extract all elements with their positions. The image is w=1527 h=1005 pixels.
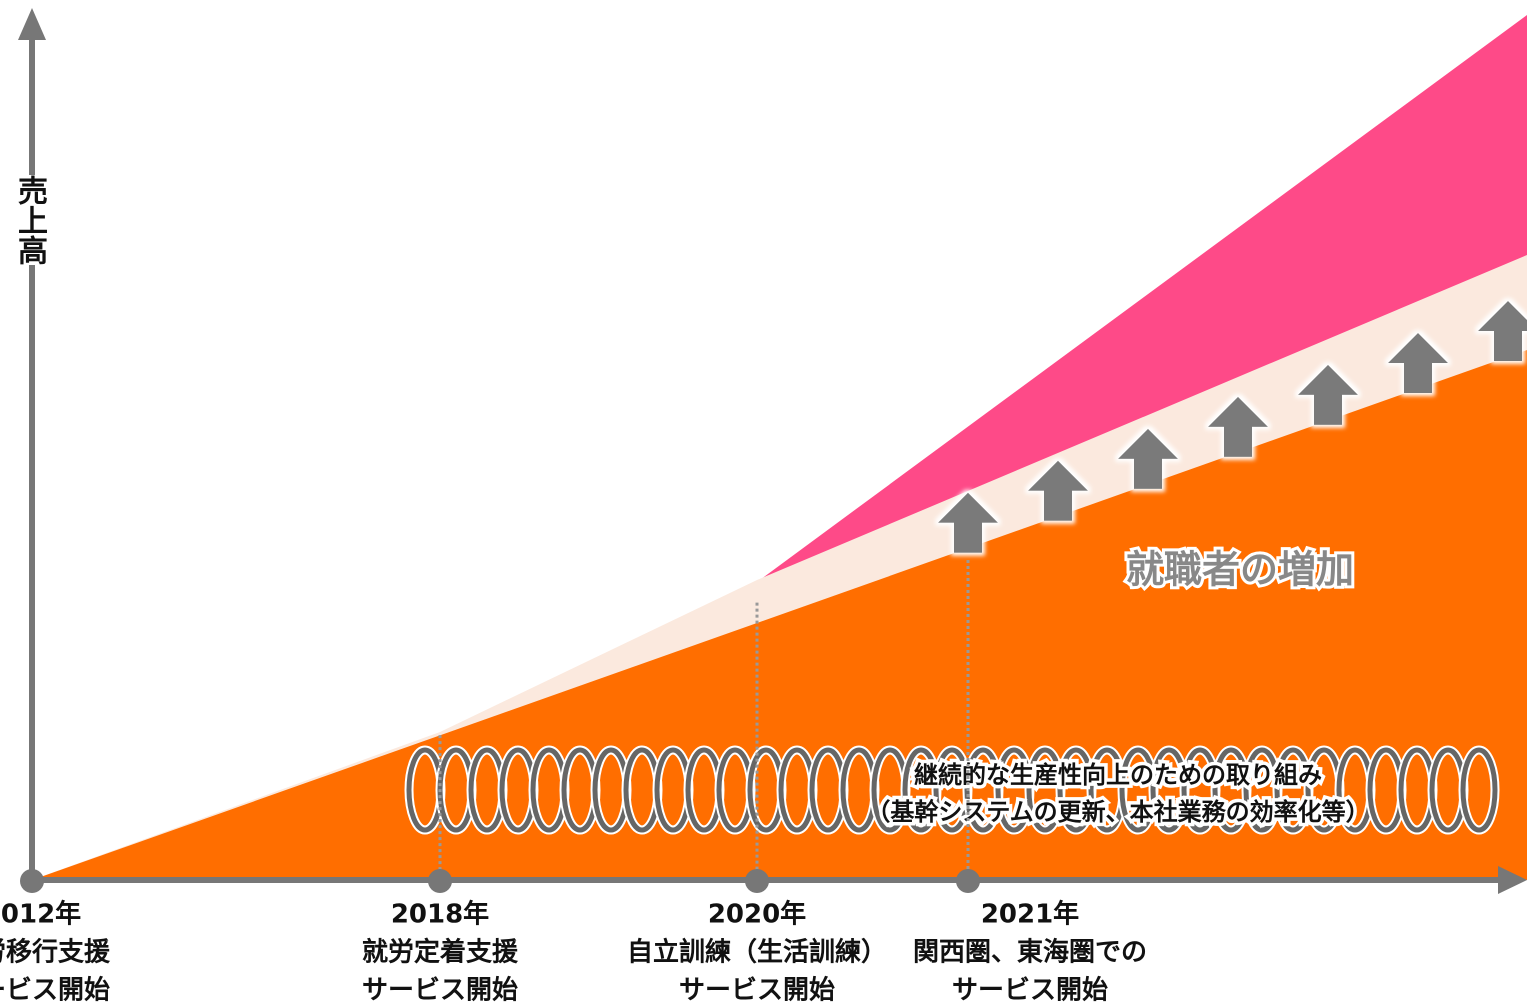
milestone-text: 自立訓練（生活訓練） [627,937,887,968]
initiative-line: 継続的な生産性向上のための取り組み [914,761,1322,789]
milestone-year: 2012年 [0,899,81,930]
diagram: 就職者の増加 継続的な生産性向上のための取り組み （基幹システムの更新、本社業務… [0,0,1527,1005]
growth-label: 就職者の増加 [1126,548,1354,592]
milestone-dot [20,869,44,893]
milestone-text: サービス開始 [0,976,110,1005]
initiative-line: （基幹システムの更新、本社業務の効率化等） [866,798,1369,826]
milestone-year: 2018年 [391,899,489,930]
milestone-year: 2021年 [981,899,1079,930]
milestone-text: 就労移行支援 [0,937,111,968]
milestone-text: 就労定着支援 [362,937,519,968]
page: 就職者の増加 継続的な生産性向上のための取り組み （基幹システムの更新、本社業務… [0,0,1527,1005]
milestone-dot [745,869,769,893]
milestone-text: サービス開始 [679,976,835,1005]
milestone-year: 2020年 [708,899,806,930]
milestone-text: サービス開始 [362,976,518,1005]
milestone-dot [956,869,980,893]
y-axis-label: 売上高 [10,175,48,265]
milestone-text: 関西圏、東海圏での [913,938,1147,968]
milestone-text: サービス開始 [952,976,1108,1005]
y-arrow [18,8,46,40]
milestone-dot [428,869,452,893]
